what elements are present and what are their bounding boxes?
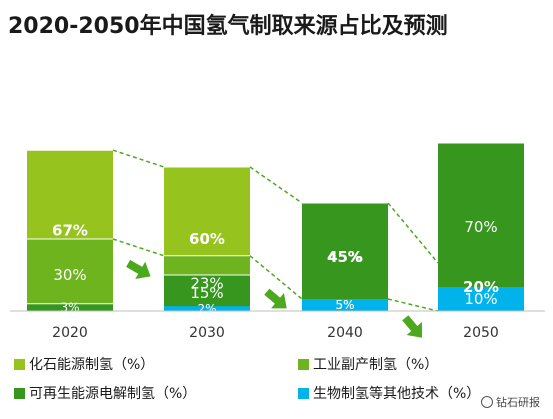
data-label-industrial-2030: 23% [190,274,223,292]
data-label-biological-2050: 10% [464,290,497,308]
data-label-fossil-2040: 45% [327,248,363,266]
bar-segment-biological-2030 [164,306,250,311]
data-label-industrial-2020: 30% [53,266,86,284]
x-tick-label-2040: 2040 [327,325,363,341]
stacked-bar-chart: 67%30%3%60%23%15%2%45%5%45%5%20%70%10% 2… [10,142,545,341]
legend-label-biological: 生物制氢等其他技术（%） [313,386,481,402]
data-label-biological-2040: 5% [335,298,354,312]
legend-swatch-renewable [14,387,25,399]
chart-legend: 化石能源制氢（%） 工业副产制氢（%） 可再生能源电解制氢（%） 生物制氢等其他… [14,352,553,414]
x-tick-label-2050: 2050 [463,325,499,341]
legend-item-fossil: 化石能源制氢（%） [14,354,154,374]
legend-item-biological: 生物制氢等其他技术（%） [298,383,480,403]
trend-line-renewable-upper [249,255,303,300]
legend-swatch-biological [298,387,309,399]
bar-segment-renewable-2040 [302,203,388,311]
source-watermark: 钻石研报 [478,393,543,411]
trend-line-renewable-upper [387,298,439,312]
trend-arrow-icon [264,288,287,309]
trend-arrow-icon [402,315,422,338]
trend-line-fossil-top [387,202,439,264]
data-label-fossil-2020: 67% [52,222,88,240]
trend-arrow-icon [126,259,151,280]
data-label-fossil-2050: 20% [463,278,499,296]
data-label-renewable-2020: 3% [60,300,79,314]
bar-segment-biological-2050 [438,287,524,311]
x-tick-label-2020: 2020 [52,325,88,341]
trend-line-fossil-top [112,149,165,168]
data-label-industrial-2040: 5% [335,298,354,312]
x-tick-label-2030: 2030 [189,325,225,341]
legend-swatch-fossil [14,358,25,370]
trend-line-fossil-top [249,166,303,204]
trend-line-renewable-upper [112,238,165,257]
watermark-logo-icon [481,396,493,408]
legend-label-industrial: 工业副产制氢（%） [313,357,439,373]
legend-item-renewable: 可再生能源电解制氢（%） [14,383,196,403]
data-label-renewable-2050: 70% [464,218,497,236]
data-label-renewable-2040: 45% [328,248,361,266]
legend-swatch-industrial [298,358,309,370]
legend-label-renewable: 可再生能源电解制氢（%） [29,386,197,402]
bar-segment-renewable-2020 [27,303,113,311]
legend-label-fossil: 化石能源制氢（%） [29,357,155,373]
data-label-biological-2030: 2% [197,302,216,316]
watermark-text: 钻石研报 [496,396,540,409]
bar-segment-industrial-2020 [27,239,113,311]
data-label-fossil-2030: 60% [189,230,225,248]
bar-segment-biological-2040 [302,299,388,311]
data-label-renewable-2030: 15% [190,284,223,302]
chart-title: 2020-2050年中国氢气制取来源占比及预测 [8,14,448,39]
legend-item-industrial: 工业副产制氢（%） [298,354,438,374]
bar-segment-renewable-2030 [164,275,250,311]
bar-segment-renewable-2050 [438,143,524,311]
